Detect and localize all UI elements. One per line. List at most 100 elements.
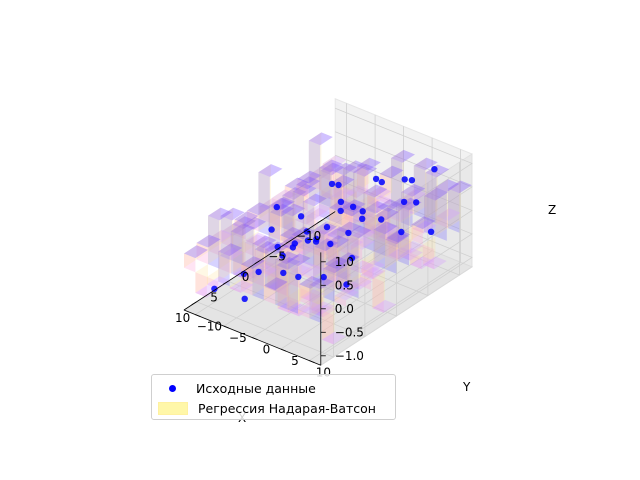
surface-face [356,157,381,171]
data-point [427,228,435,235]
surface-face [218,243,243,257]
z-tick-label: −1.0 [335,349,364,363]
surface-face [184,253,196,273]
surface-face [319,167,331,221]
surface-face [256,256,268,270]
surface-face [338,255,351,289]
y-tick-label: 5 [291,354,299,368]
surface-face [424,196,436,237]
grid-line-y [280,137,433,350]
surface-face [258,164,271,232]
surface-face [328,246,340,284]
surface-face [290,268,302,276]
surface-face [367,194,379,214]
data-point [323,223,331,231]
surface-face [413,157,438,171]
surface-face [335,252,349,290]
surface-face [316,225,341,239]
surface-face [376,231,388,244]
surface-face [296,176,321,190]
scatter-points [211,166,438,302]
y-axis-label: Y [462,380,471,394]
surface-face [388,247,413,260]
data-point [304,237,312,244]
data-point [328,180,336,188]
surface-face [268,197,282,249]
surface-face [229,286,241,293]
surface-face [306,216,318,229]
surface-face [367,186,391,200]
surface-face [243,265,255,279]
surface-face [219,255,231,274]
surface-face [253,273,265,288]
surface-face [282,195,294,233]
data-point [280,269,287,277]
surface-face [218,243,231,282]
surface-face [209,229,234,243]
surface-face [368,187,381,204]
data-point [337,207,344,215]
surface-face [220,207,245,221]
surface-face [310,165,323,186]
surface-face [398,248,411,261]
grid-line-x [259,203,397,317]
surface-face [299,284,311,306]
grid-lines [195,103,473,361]
surface-face [315,240,327,259]
surface-face [206,276,231,289]
surface-face [340,203,365,217]
surface-face [254,241,268,270]
grid-line-x [322,162,460,276]
surface-face [387,206,399,249]
surface-face [311,304,336,318]
surface-face [326,226,351,240]
surface-face [292,191,304,250]
surface-face [283,206,297,247]
data-point [268,226,275,233]
surface-face [298,301,311,314]
surface-face [263,277,288,291]
surface-face [304,245,316,255]
surface-face [302,201,315,268]
legend-entry-data: Исходные данные [158,379,316,397]
grid-line-y [252,126,405,338]
data-point [289,244,297,251]
surface-face [391,149,404,206]
grid-line-x [290,182,429,297]
surface-face [308,132,333,146]
surface-face [374,215,387,257]
surface-face [282,187,295,228]
surface-face [356,157,370,192]
surface-face [280,227,304,240]
surface-face [389,207,414,221]
surface-face [305,228,318,237]
surface-face [389,207,403,218]
surface-face [355,212,380,226]
y-tick-label: −10 [197,320,222,334]
data-point [343,281,350,288]
surface-face [339,237,364,251]
surface-face [245,232,270,246]
surface-face [282,187,307,200]
surface-face [317,228,330,255]
surface-face [259,198,273,219]
surface-face [322,155,347,169]
x-tick-label: −5 [268,249,286,263]
surface-face [413,165,426,219]
surface-face [331,188,345,208]
surface-face [310,305,322,315]
data-point [398,228,405,236]
surface-face [348,280,360,290]
surface-face [220,207,234,256]
grid-line-x [196,244,334,358]
surface-face [350,237,364,256]
surface-face [230,223,255,236]
legend-entry-regression: Регрессия Надарая-Ватсон [158,399,376,417]
legend-marker-patch [158,401,188,415]
x-tick-label: 0 [242,270,250,284]
surface-face [295,219,307,225]
surface-face [234,211,259,225]
y-tick-mark [195,314,201,317]
data-point [303,228,310,235]
surface-face [284,177,298,203]
